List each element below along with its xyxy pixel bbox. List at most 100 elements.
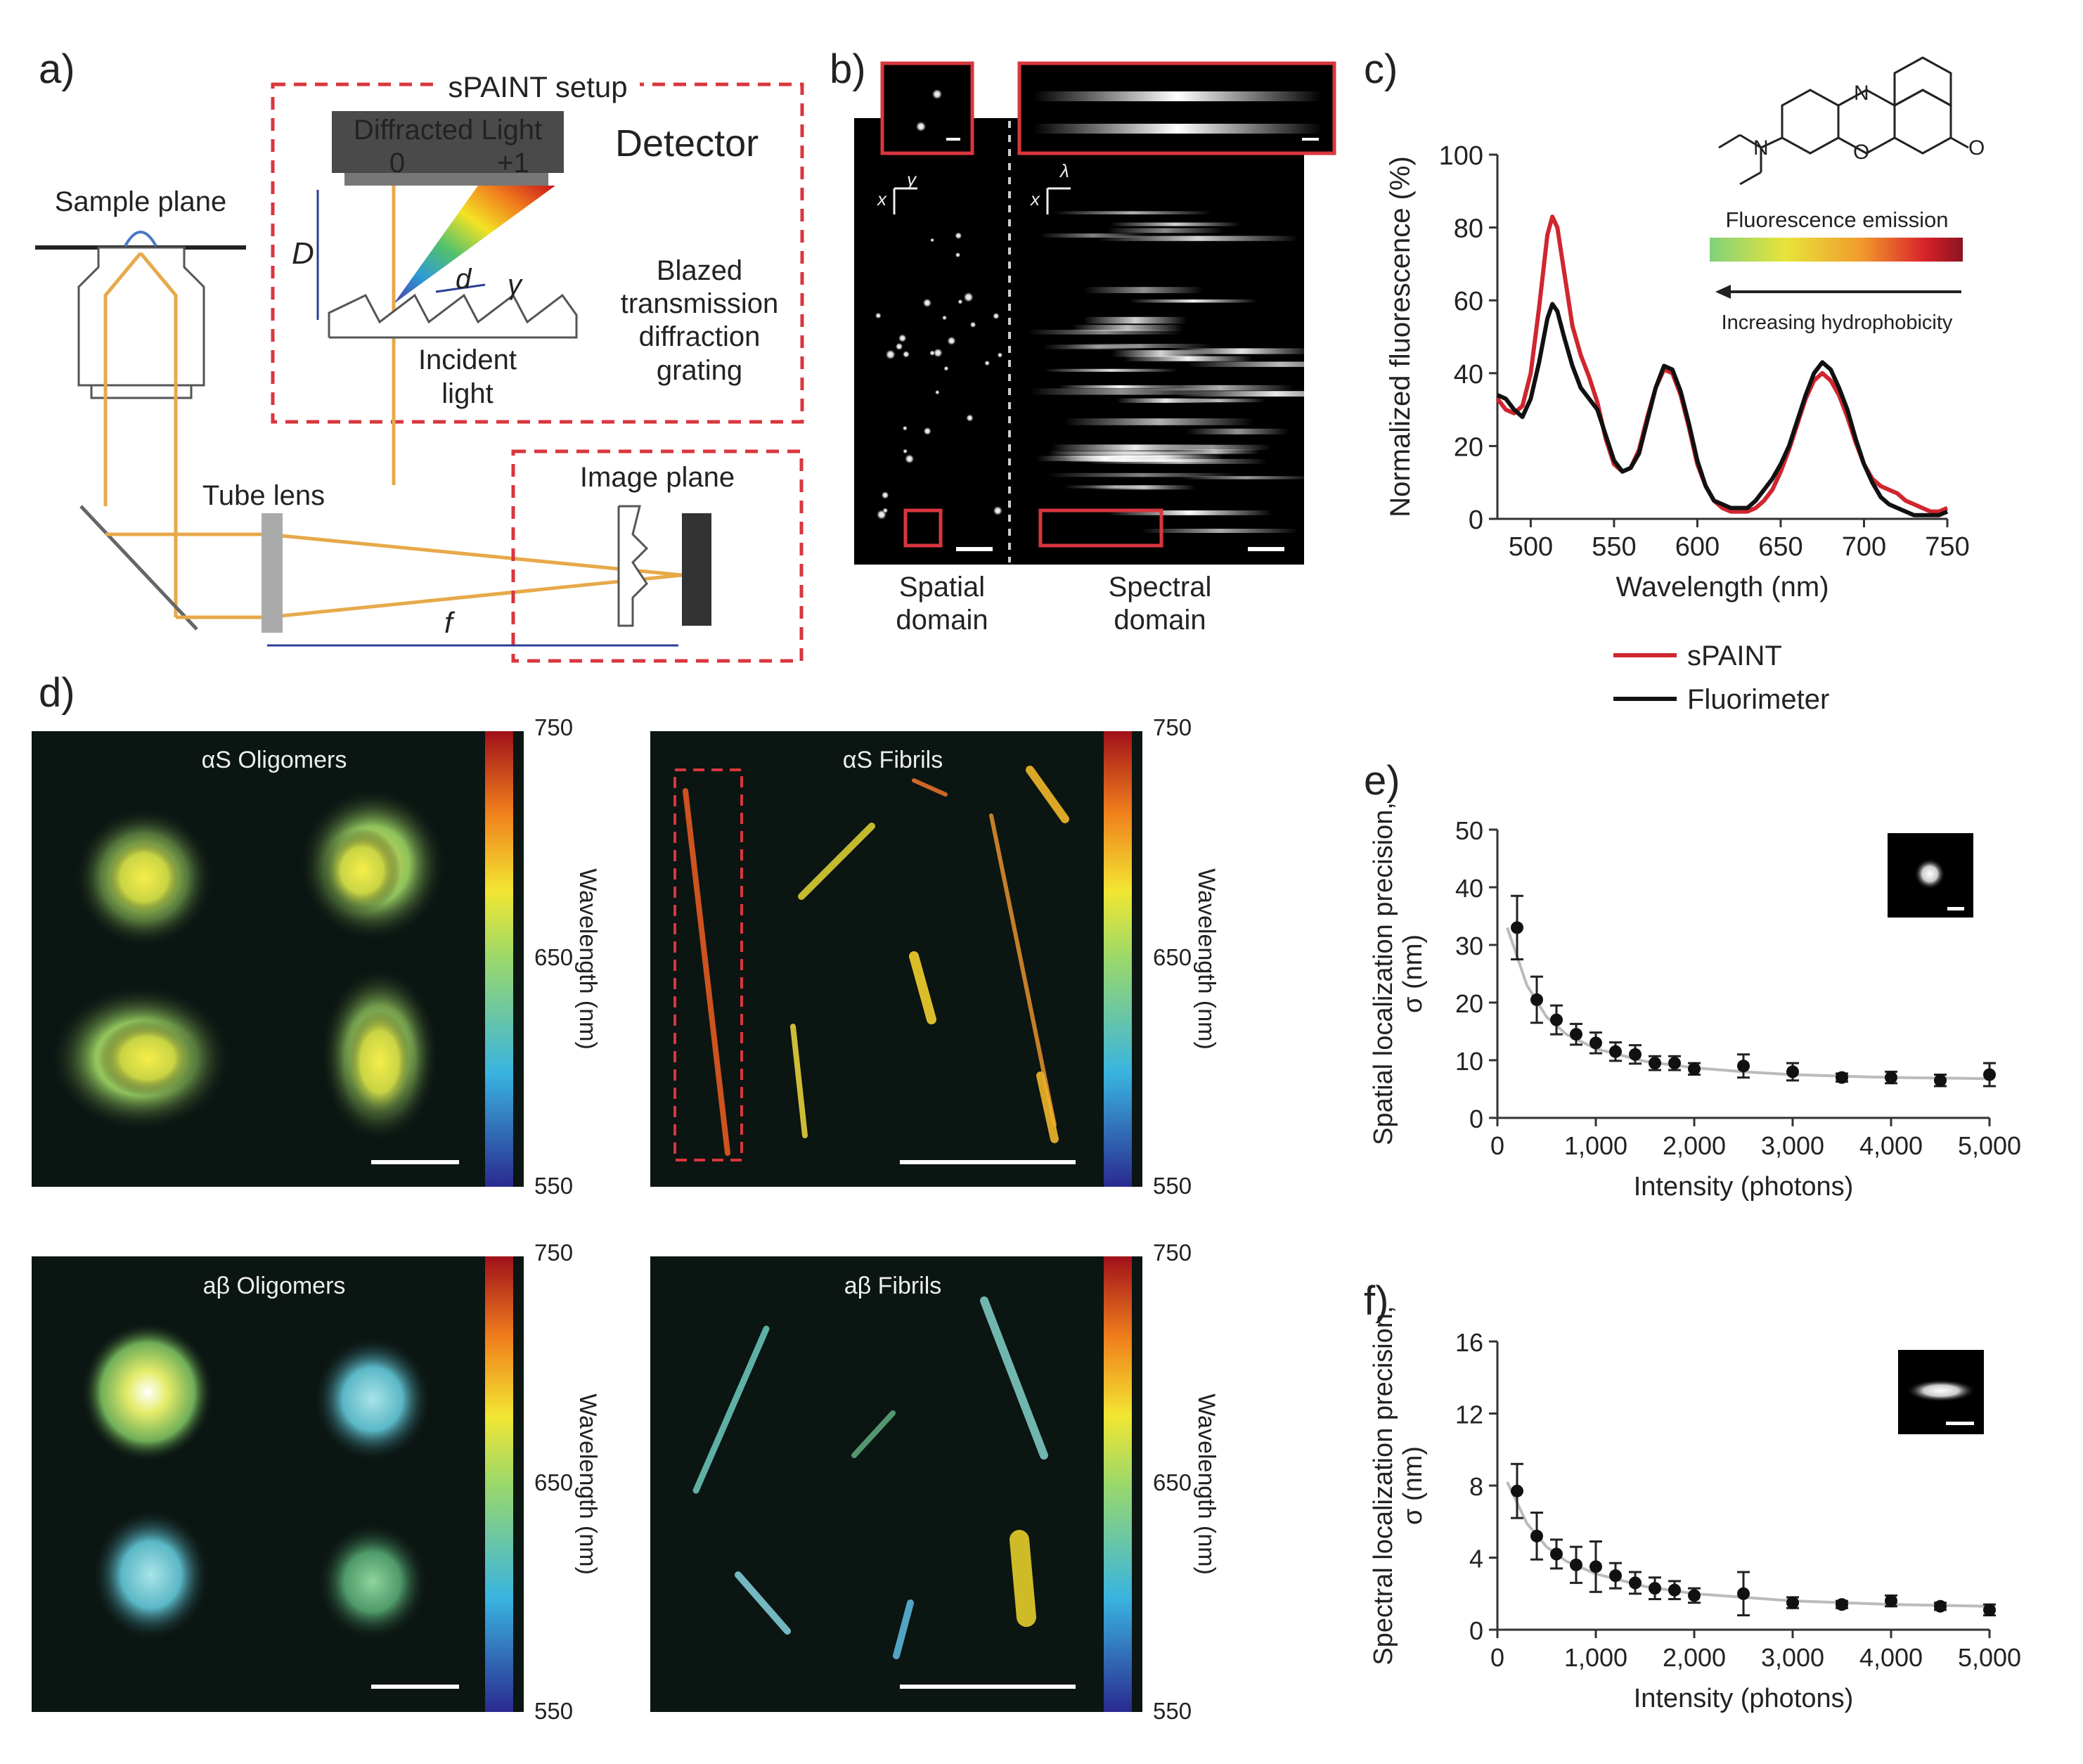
inset-psf-scalebar [1947,907,1964,910]
x-tick-label: 1,000 [1564,1643,1627,1672]
x-tick-label: 4,000 [1859,1643,1923,1672]
inset2-scalebar [1302,138,1319,141]
data-point [1934,1599,1947,1613]
fibril [735,1571,791,1635]
molecule-spot [946,336,957,346]
y-tick-label: 40 [1455,874,1483,903]
x-tick-label: 0 [1490,1643,1504,1672]
detector-block [332,111,564,173]
fibril [790,1024,808,1138]
spectral-streak [1179,476,1313,479]
inset-streak-1 [1033,91,1322,101]
blob [316,1522,429,1642]
y-tick-label: 8 [1469,1472,1483,1501]
molecule-spot [929,238,935,243]
spectral-domain-1: Spectral [1109,572,1212,603]
spectral-streak [1186,428,1289,434]
spectral-streak [1169,348,1314,354]
molecule-spot [902,449,908,454]
colorbar-4 [1104,1256,1132,1712]
objective [77,246,205,387]
detector-base [344,173,548,186]
spatial-domain-1: Spatial [899,572,985,603]
fibril [1036,1071,1059,1143]
cb1-bot: 550 [534,1173,573,1199]
molecule-spot [934,390,940,395]
image-title-3: aβ Oligomers [203,1273,346,1299]
y-tick-label: 50 [1455,816,1483,845]
axis-x-label: x [876,188,887,210]
spectral-streak [1071,325,1184,331]
spectral-streak [1171,399,1266,403]
x-tick-label: 4,000 [1859,1131,1923,1160]
spectral-streak [1109,222,1241,226]
fibril [980,1296,1048,1460]
data-point [1530,993,1543,1006]
panel-f: f) 0 1,000 2,000 3,000 4,000 5,000 0 4 8 12 16 Inte… [1364,1278,2021,1713]
colorbar-2 [1104,731,1132,1187]
cb4-mid: 650 [1153,1469,1192,1495]
camera-sensor [682,513,711,626]
molecule-spot [895,342,903,351]
data-point [1649,1582,1661,1595]
cb3-top: 750 [534,1240,573,1266]
molecule-spot [962,291,974,303]
spectral-streak [1186,361,1376,367]
sample-dome [124,231,157,247]
panel-b: b) y x λ x Spatial domain Spectral domai… [830,46,1377,636]
data-point [1629,1576,1642,1590]
nile-red-structure [1718,56,1969,186]
blob-core [98,1019,197,1097]
order-plus1: +1 [497,148,529,179]
blob-core [323,828,401,913]
y-tick-label: 16 [1455,1328,1483,1357]
spectral-streak [1036,456,1175,461]
panel-e: e) 0 1,000 2,000 3,000 4,000 5,000 0 10 20 30 40 50… [1364,758,2021,1202]
ab-fibril-strokes [692,1296,1048,1659]
cb2-top: 750 [1153,714,1192,740]
scalebar [371,1685,459,1689]
data-point [1983,1603,1996,1616]
data-point [1836,1071,1848,1084]
panel-a-label: a) [39,46,75,92]
spectral-streak [1130,299,1258,303]
spectral-streak [1029,388,1213,395]
inset-psf-spot [1914,858,1945,889]
molecule-spot [922,297,932,308]
inset-scalebar [946,138,960,141]
molecule-spot [881,491,889,500]
d-label: d [456,264,472,295]
panel-c: c) N O O N Fluorescence emission Increas… [1364,46,1985,715]
data-point [1737,1060,1750,1073]
data-point [1530,1529,1543,1543]
beam-path-objective [103,252,178,617]
spectral-streak [1083,287,1204,293]
legend-entry: Fluorimeter [1687,684,1829,715]
image-grating [617,505,649,627]
spectral-streak [1052,211,1212,214]
molecule-spot [941,315,948,321]
setup-title-bg [436,73,640,101]
sample-plane-label: Sample plane [55,186,227,217]
fibril [1026,766,1069,823]
molecule-spot [969,321,976,328]
y-tick-label: 30 [1455,932,1483,960]
data-point [1589,1036,1602,1050]
blob [91,1508,211,1642]
y-tick-label: 0 [1469,506,1483,535]
tube-lens-label: Tube lens [202,480,325,511]
y-tick-label: 10 [1455,1047,1483,1076]
as-fibril-strokes [683,766,1069,1156]
panel-a: a) sPAINT setup Diffracted Light 0 +1 De… [35,46,804,663]
spectral-domain-2: domain [1114,605,1206,636]
molecule-spot [904,453,915,464]
x-tick-label: 550 [1592,532,1636,562]
diffracted-spectrum [394,186,555,304]
molecule-spot [957,299,963,305]
order-0: 0 [389,148,405,179]
spectral-streak [1051,444,1220,451]
molecule-spot [993,506,1003,516]
molecule-spot [984,360,991,366]
fibril [893,1599,914,1659]
molecule-spot [902,425,908,431]
